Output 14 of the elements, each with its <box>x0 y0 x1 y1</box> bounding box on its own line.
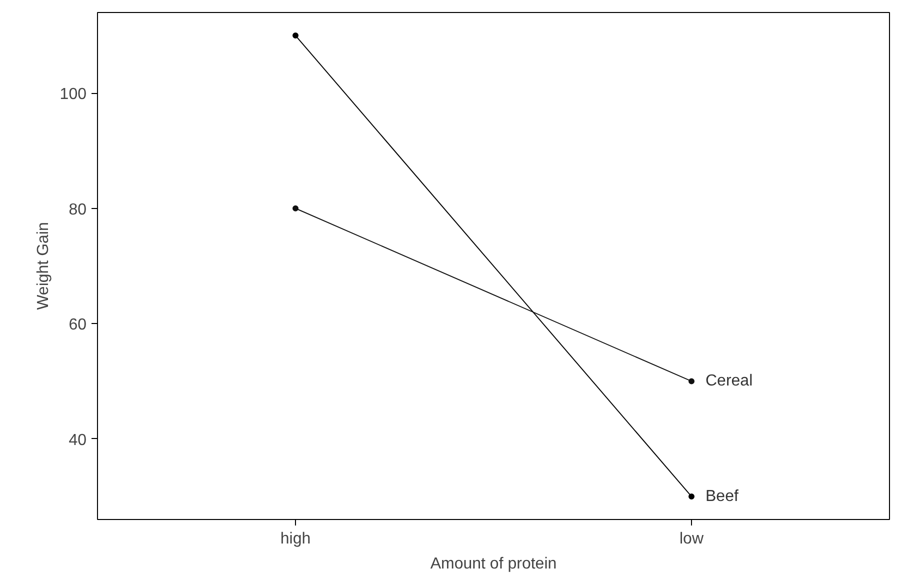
y-tick-label: 60 <box>68 316 87 334</box>
x-tick-label: high <box>280 530 311 548</box>
series-label: Cereal <box>706 372 753 390</box>
y-tick-label: 40 <box>68 432 87 449</box>
y-axis-title: Weight Gain <box>34 222 52 310</box>
x-tick-label: low <box>679 530 704 548</box>
point <box>292 205 298 212</box>
x-axis-title: Amount of protein <box>430 556 557 572</box>
point <box>292 32 298 39</box>
y-tick-label: 80 <box>68 201 87 218</box>
point <box>688 493 694 500</box>
series-label: Beef <box>706 488 739 505</box>
point <box>688 378 694 384</box>
y-tick-label: 100 <box>60 86 87 104</box>
